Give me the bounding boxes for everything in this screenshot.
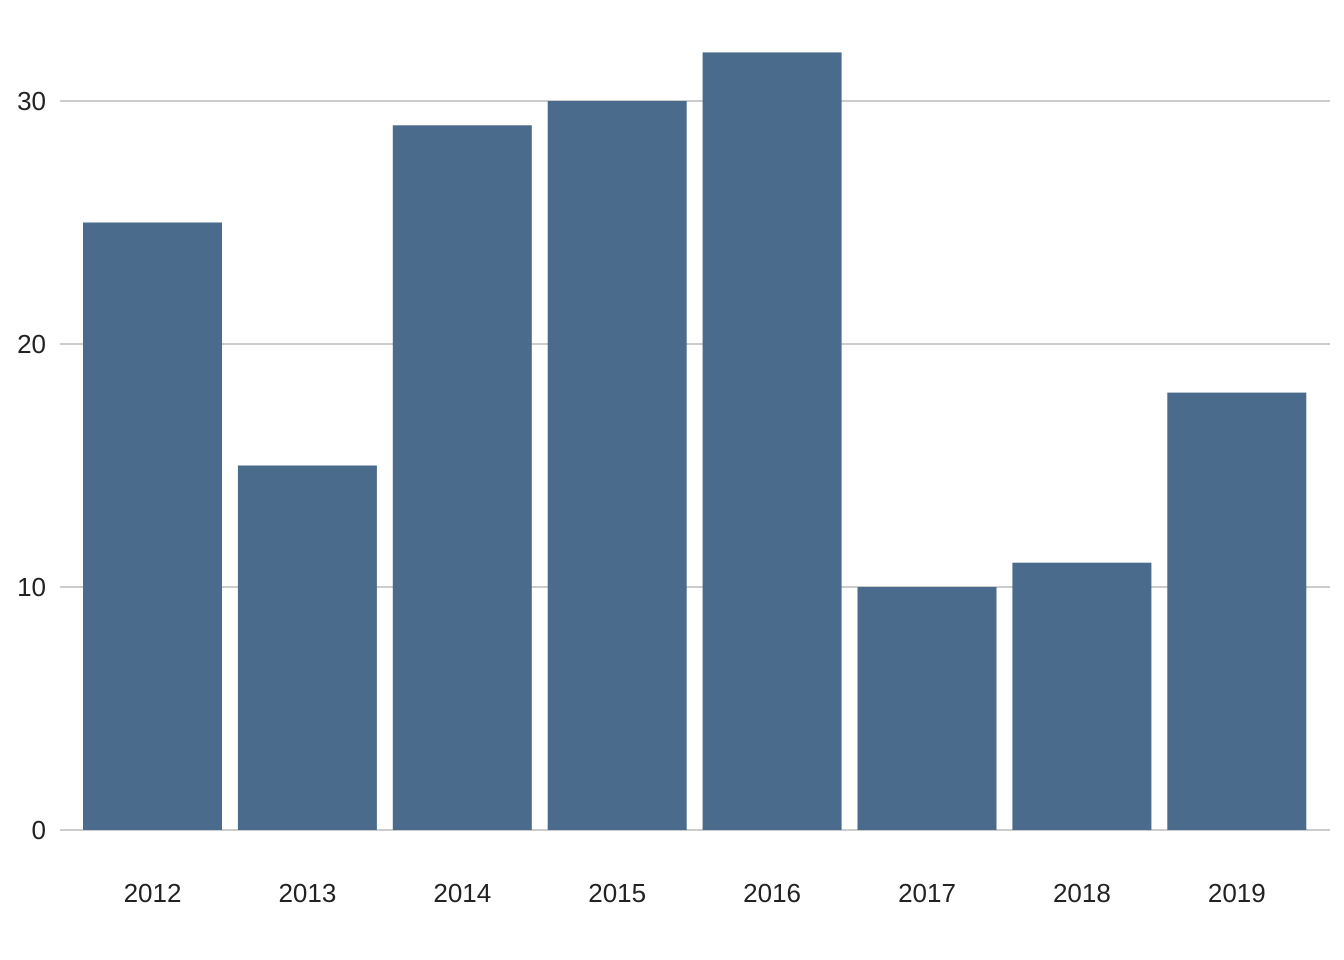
bar-2015 <box>547 101 687 830</box>
y-axis-ticks: 0 10 20 30 <box>17 86 46 845</box>
y-tick-label: 30 <box>17 86 46 116</box>
bar-2012 <box>83 222 222 830</box>
y-tick-label: 20 <box>17 329 46 359</box>
y-tick-label: 0 <box>32 815 46 845</box>
y-tick-label: 10 <box>17 572 46 602</box>
x-tick-label-2015: 2015 <box>588 878 646 908</box>
bar-2014 <box>392 125 532 831</box>
bar-2016 <box>702 52 842 830</box>
x-tick-label-2012: 2012 <box>124 878 182 908</box>
x-tick-label-2017: 2017 <box>898 878 956 908</box>
bar-2017 <box>857 587 997 830</box>
x-tick-label-2014: 2014 <box>433 878 491 908</box>
x-tick-label-2019: 2019 <box>1208 878 1266 908</box>
x-tick-label-2018: 2018 <box>1053 878 1111 908</box>
bar-2019 <box>1167 392 1307 830</box>
bar-2018 <box>1012 562 1152 830</box>
x-tick-label-2016: 2016 <box>743 878 801 908</box>
x-tick-label-2013: 2013 <box>278 878 336 908</box>
x-axis-ticks: 2012 2013 2014 2015 2016 2017 2018 2019 <box>124 878 1266 908</box>
bar-layer <box>83 52 1307 831</box>
bar-2013 <box>237 465 377 830</box>
